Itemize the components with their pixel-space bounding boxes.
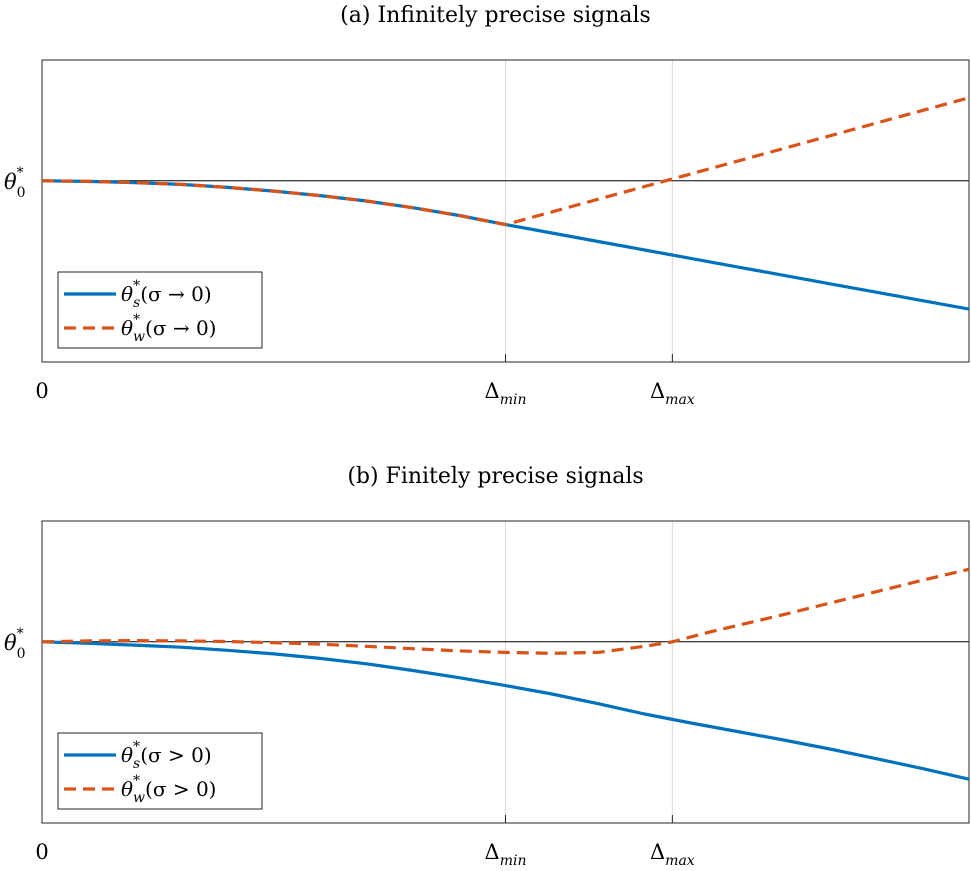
legend-label: θ* w(σ > 0): [121, 773, 217, 806]
series-line-w: [41, 96, 970, 227]
chart-title: (a) Infinitely precise signals: [340, 3, 651, 28]
x-tick-label: 0: [35, 840, 48, 864]
y-tick-label: θ* 0: [4, 626, 26, 662]
x-tick-label: Δmin: [485, 379, 527, 408]
x-tick-label: Δmax: [650, 379, 695, 408]
chart-panel-b: (b) Finitely precise signals 0 Δmin Δmax θ* 0…: [4, 464, 970, 869]
legend-label: θ* s(σ → 0): [121, 278, 212, 311]
legend: θ* s(σ > 0)θ* w(σ > 0): [57, 732, 263, 810]
y-tick-label: θ* 0: [4, 165, 26, 201]
legend-box: [57, 732, 263, 810]
series-line-s: [41, 640, 970, 781]
chart-title: (b) Finitely precise signals: [347, 464, 643, 489]
x-tick-label: Δmax: [650, 840, 695, 869]
series-line-w: [41, 567, 970, 655]
legend-box: [57, 271, 263, 349]
x-tick-label: Δmin: [485, 840, 527, 869]
legend: θ* s(σ → 0)θ* w(σ → 0): [57, 271, 263, 349]
x-tick-label: 0: [35, 379, 48, 403]
legend-label: θ* w(σ → 0): [121, 312, 217, 345]
chart-panel-a: (a) Infinitely precise signals 0 Δmin Δmax θ…: [4, 3, 970, 408]
legend-label: θ* s(σ > 0): [121, 739, 212, 772]
